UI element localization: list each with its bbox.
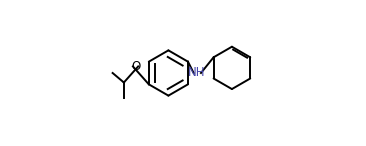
Text: O: O bbox=[131, 60, 140, 73]
Text: NH: NH bbox=[188, 66, 206, 80]
